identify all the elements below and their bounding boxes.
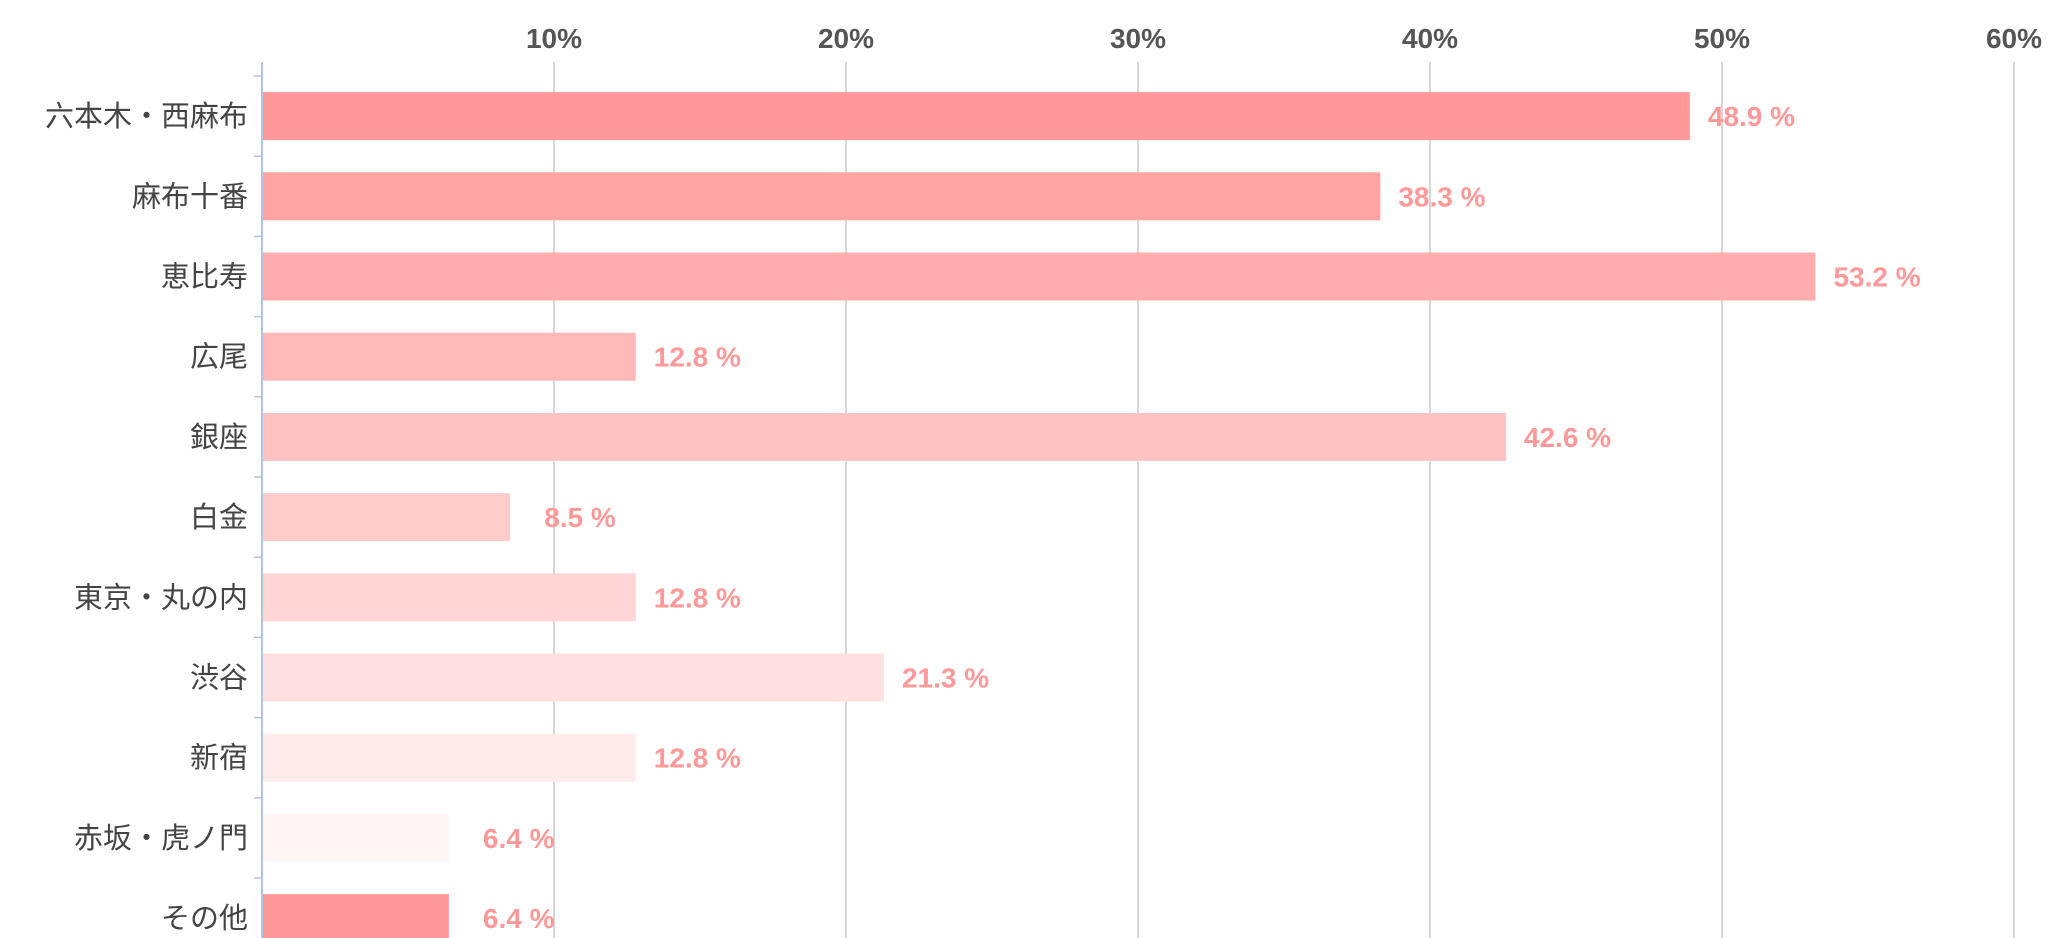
bar [262,813,449,862]
category-label: 新宿 [190,741,248,775]
category-label: 広尾 [190,340,248,374]
category-label: 恵比寿 [161,260,248,294]
bar [262,412,1506,461]
category-label: 渋谷 [190,661,248,695]
value-label: 8.5 % [544,502,616,533]
bar [262,493,511,542]
x-tick-label: 40% [1402,23,1458,54]
category-label: 六本木・西麻布 [45,99,248,133]
x-axis-ticks: 10% 20% 30% 40% 50% 60% [526,23,2042,54]
value-label: 6.4 % [483,823,555,854]
bar [262,653,884,702]
value-label: 12.8 % [654,582,741,613]
value-label: 6.4 % [483,903,555,934]
bar [262,733,636,782]
x-tick-label: 50% [1694,23,1750,54]
category-label: 銀座 [190,420,248,454]
value-label: 42.6 % [1524,422,1611,453]
y-axis-ticks [254,75,262,879]
bar [262,92,1690,141]
bar [262,332,636,381]
category-label: 赤坂・虎ノ門 [74,821,248,855]
value-label: 38.3 % [1398,181,1485,212]
category-label: その他 [161,901,248,935]
x-tick-label: 20% [818,23,874,54]
value-label: 21.3 % [902,663,989,694]
bar [262,172,1381,221]
bar [262,573,636,622]
x-tick-label: 60% [1986,23,2042,54]
bar [262,252,1816,301]
value-labels: 48.9 % 38.3 % 53.2 % 12.8 % 42.6 % 8.5 % 12.8 … [483,101,1921,934]
x-tick-label: 30% [1110,23,1166,54]
value-label: 12.8 % [654,342,741,373]
category-label: 麻布十番 [132,179,248,213]
value-label: 53.2 % [1833,262,1920,293]
bars [262,92,1816,938]
category-label: 東京・丸の内 [74,580,248,614]
value-label: 48.9 % [1708,101,1795,132]
category-label: 白金 [190,500,248,534]
bar [262,894,449,938]
x-tick-label: 10% [526,23,582,54]
value-label: 12.8 % [654,743,741,774]
